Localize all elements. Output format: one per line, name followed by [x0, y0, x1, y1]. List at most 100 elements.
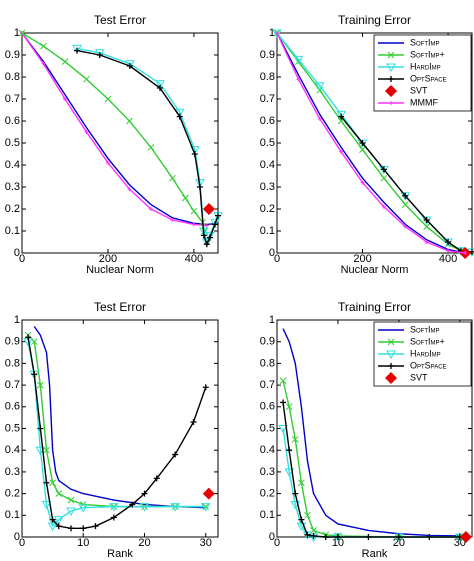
y-tick-label: 0.9 — [260, 49, 275, 61]
marker — [83, 75, 90, 83]
marker — [317, 116, 322, 121]
marker — [463, 251, 468, 255]
series-line — [21, 32, 207, 227]
marker — [110, 514, 117, 521]
marker — [202, 487, 215, 500]
marker — [126, 117, 133, 125]
marker — [202, 203, 215, 215]
series-line — [340, 116, 473, 253]
marker — [176, 113, 183, 120]
marker — [148, 207, 153, 211]
marker — [403, 224, 408, 229]
legend-box — [373, 34, 472, 112]
y-tick-label: 0.8 — [5, 357, 20, 369]
marker — [129, 501, 136, 508]
marker — [30, 338, 38, 346]
marker — [191, 151, 198, 157]
x-axis-label: Nuclear Norm — [86, 264, 154, 276]
y-tick-label: 0.4 — [260, 444, 275, 456]
x-axis-label: Rank — [362, 548, 388, 560]
marker — [195, 179, 205, 188]
marker — [204, 223, 209, 228]
marker — [203, 241, 210, 248]
marker — [170, 503, 180, 512]
legend-label: SoftImp+ — [410, 49, 445, 59]
marker — [37, 425, 44, 432]
x-tick-label: 0 — [274, 537, 280, 549]
marker — [78, 504, 89, 513]
chart-title: Training Error — [338, 300, 411, 314]
marker — [41, 500, 52, 510]
marker — [41, 61, 46, 66]
y-tick-label: 1 — [14, 314, 20, 326]
marker — [395, 534, 402, 540]
marker — [322, 534, 329, 540]
legend-label: SoftImp+ — [410, 336, 445, 346]
x-axis-label: Nuclear Norm — [341, 264, 409, 276]
marker — [37, 381, 44, 389]
legend-label: HardImp — [410, 348, 441, 358]
marker — [139, 503, 150, 512]
marker — [80, 525, 87, 532]
marker — [125, 60, 135, 69]
marker — [215, 212, 221, 219]
y-tick-label: 0.5 — [260, 137, 275, 149]
x-tick-label: 0 — [274, 253, 280, 265]
marker — [360, 180, 365, 185]
marker — [66, 507, 76, 516]
marker — [423, 223, 431, 230]
marker — [25, 334, 32, 341]
marker — [170, 218, 175, 222]
marker — [334, 534, 341, 540]
series-line — [21, 32, 206, 232]
series-line — [76, 49, 219, 247]
y-tick-label: 0.1 — [260, 225, 275, 237]
y-tick-label: 0.9 — [5, 336, 20, 348]
y-tick-label: 0.4 — [5, 444, 20, 456]
marker — [359, 146, 366, 153]
marker — [339, 149, 344, 154]
marker — [210, 218, 220, 228]
marker — [105, 160, 110, 165]
marker — [298, 516, 305, 523]
marker — [55, 490, 63, 497]
marker — [280, 399, 287, 406]
y-tick-label: 0.8 — [260, 71, 275, 83]
marker — [153, 475, 160, 482]
y-tick-label: 0 — [14, 247, 20, 259]
marker — [67, 496, 75, 504]
y-tick-label: 0.5 — [5, 137, 20, 149]
marker — [72, 44, 82, 54]
x-tick-label: 10 — [77, 537, 89, 549]
legend-marker — [385, 372, 397, 384]
legend-marker — [388, 76, 394, 82]
marker — [181, 194, 189, 202]
marker — [298, 479, 305, 487]
marker — [104, 95, 112, 103]
marker — [423, 217, 430, 223]
marker — [141, 490, 148, 497]
y-tick-label: 0.3 — [5, 181, 20, 193]
marker — [304, 511, 311, 519]
y-tick-label: 0.7 — [5, 93, 20, 105]
marker — [126, 63, 133, 69]
marker — [96, 52, 103, 58]
x-axis-label: Rank — [107, 548, 133, 560]
x-tick-label: 20 — [138, 537, 150, 549]
series-line — [282, 328, 460, 537]
marker — [278, 425, 288, 434]
marker — [291, 435, 299, 443]
marker — [127, 187, 132, 192]
chart-title: Training Error — [338, 13, 411, 27]
marker — [40, 42, 47, 50]
marker — [62, 97, 67, 101]
marker — [196, 184, 203, 190]
x-tick-label: 0 — [19, 253, 25, 265]
marker — [84, 130, 89, 134]
y-tick-label: 0.2 — [260, 488, 275, 500]
marker — [336, 110, 347, 120]
marker — [191, 222, 196, 227]
series-line — [27, 337, 207, 530]
marker — [61, 58, 69, 65]
